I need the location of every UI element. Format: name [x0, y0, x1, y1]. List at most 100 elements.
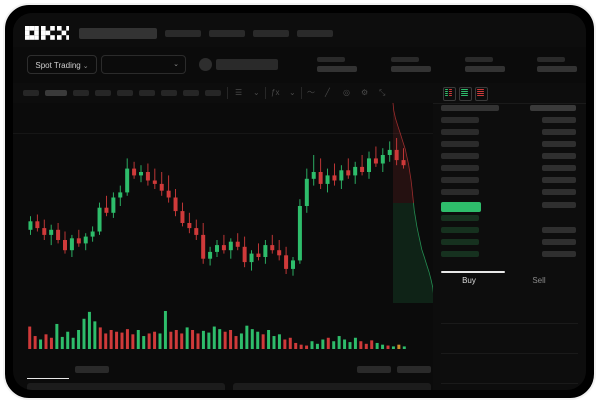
bottom-panel-left[interactable]: [27, 383, 225, 390]
table-row[interactable]: [433, 189, 586, 198]
table-row[interactable]: [433, 215, 586, 224]
candlestick-series: [28, 138, 406, 276]
orderbook-last-price-row: [433, 202, 586, 212]
table-row[interactable]: [433, 117, 586, 126]
bottom-action-1[interactable]: [357, 366, 391, 373]
nav-item-2[interactable]: [209, 30, 245, 37]
orderbook-header-row: [433, 105, 586, 114]
stat-24h-high: [465, 57, 505, 72]
order-price-field[interactable]: [441, 297, 578, 324]
search-input[interactable]: [79, 28, 157, 39]
nav-item-1[interactable]: [165, 30, 201, 37]
tab-active-underline: [27, 378, 69, 379]
timeframe-8[interactable]: [183, 90, 199, 96]
bid-amount: [542, 251, 576, 257]
volume-series: [28, 311, 406, 349]
chevron-down-icon[interactable]: ⌄: [253, 88, 260, 97]
pair-name-label: [216, 59, 278, 70]
stat-value: [537, 66, 577, 72]
stat-last-price: [317, 57, 357, 72]
chart-type-icon[interactable]: ☰: [235, 88, 243, 97]
price-chart[interactable]: [13, 103, 435, 303]
okx-logo-icon[interactable]: [25, 26, 69, 40]
toolbar-divider: [265, 87, 266, 99]
table-row[interactable]: [433, 129, 586, 138]
nav-item-4[interactable]: [297, 30, 333, 37]
table-row[interactable]: [433, 239, 586, 248]
drawing-pencil-icon[interactable]: ╱: [325, 88, 330, 97]
stat-24h-volume: [537, 57, 577, 72]
table-row[interactable]: [433, 251, 586, 260]
toolbar-divider: [301, 87, 302, 99]
fullscreen-icon[interactable]: ⤡: [379, 88, 386, 97]
stat-value: [391, 66, 431, 72]
timeframe-7[interactable]: [161, 90, 177, 96]
bottom-panel-right[interactable]: [233, 383, 431, 390]
ask-amount: [542, 165, 576, 171]
orderbook-price-header: [441, 105, 499, 111]
tab-buy[interactable]: Buy: [462, 276, 476, 285]
bid-price: [441, 239, 479, 245]
chevron-down-icon: ⌄: [82, 63, 89, 70]
orderbook-view-both-icon[interactable]: [443, 87, 456, 101]
stat-label: [537, 57, 565, 62]
order-total-field[interactable]: [441, 357, 578, 384]
ask-amount: [542, 129, 576, 135]
bid-price: [441, 227, 479, 233]
ask-amount: [542, 153, 576, 159]
ask-price: [441, 177, 479, 183]
indicators-icon[interactable]: ƒx: [271, 88, 280, 97]
stat-label: [317, 57, 345, 62]
timeframe-6[interactable]: [139, 90, 155, 96]
line-tool-icon[interactable]: 〜: [307, 88, 315, 97]
timeframe-3[interactable]: [73, 90, 89, 96]
orderbook-view-asks-icon[interactable]: [475, 87, 488, 101]
ask-price: [441, 117, 479, 123]
timeframe-9[interactable]: [205, 90, 221, 96]
pair-selector[interactable]: ⌄: [101, 55, 186, 74]
tab-order-history[interactable]: [75, 366, 109, 373]
depth-chart: [392, 103, 435, 303]
table-row[interactable]: [433, 227, 586, 236]
order-amount-field[interactable]: [441, 327, 578, 354]
orderbook-view-bids-icon[interactable]: [459, 87, 472, 101]
settings-gear-icon[interactable]: ⚙: [361, 88, 369, 97]
ask-price: [441, 189, 479, 195]
device-screen: Spot Trading ⌄ ⌄: [13, 13, 586, 390]
last-price-amount: [542, 202, 576, 208]
bottom-action-2[interactable]: [397, 366, 431, 373]
tab-open-orders[interactable]: [27, 366, 69, 373]
ask-amount: [542, 189, 576, 195]
tab-sell[interactable]: Sell: [532, 276, 546, 285]
app-header: [13, 13, 586, 47]
orderbook-column: Buy Sell: [433, 83, 586, 390]
bid-price: [441, 251, 479, 257]
toolbar-divider: [227, 87, 228, 99]
stat-value: [465, 66, 505, 72]
chart-toolbar: ☰ ⌄ ƒx ⌄ 〜 ╱ ◎ ⚙ ⤡: [13, 83, 433, 104]
chart-gridline: [13, 133, 433, 134]
table-row[interactable]: [433, 177, 586, 186]
timeframe-4[interactable]: [95, 90, 111, 96]
table-row[interactable]: [433, 153, 586, 162]
timeframe-5[interactable]: [117, 90, 133, 96]
ask-amount: [542, 141, 576, 147]
camera-icon[interactable]: ◎: [343, 88, 350, 97]
ask-price: [441, 153, 479, 159]
timeframe-1[interactable]: [23, 90, 39, 96]
bottom-tabs: [13, 361, 433, 383]
chart-column: ☰ ⌄ ƒx ⌄ 〜 ╱ ◎ ⚙ ⤡: [13, 83, 435, 390]
trading-mode-selector[interactable]: Spot Trading ⌄: [27, 55, 97, 74]
stat-label: [465, 57, 493, 62]
timeframe-2[interactable]: [45, 90, 67, 96]
stat-value: [317, 66, 357, 72]
orderbook-list[interactable]: [433, 103, 586, 268]
nav-item-3[interactable]: [253, 30, 289, 37]
ask-amount: [542, 177, 576, 183]
chevron-down-icon[interactable]: ⌄: [289, 88, 296, 97]
table-row[interactable]: [433, 141, 586, 150]
ask-price: [441, 129, 479, 135]
stat-label: [391, 57, 419, 62]
table-row[interactable]: [433, 165, 586, 174]
